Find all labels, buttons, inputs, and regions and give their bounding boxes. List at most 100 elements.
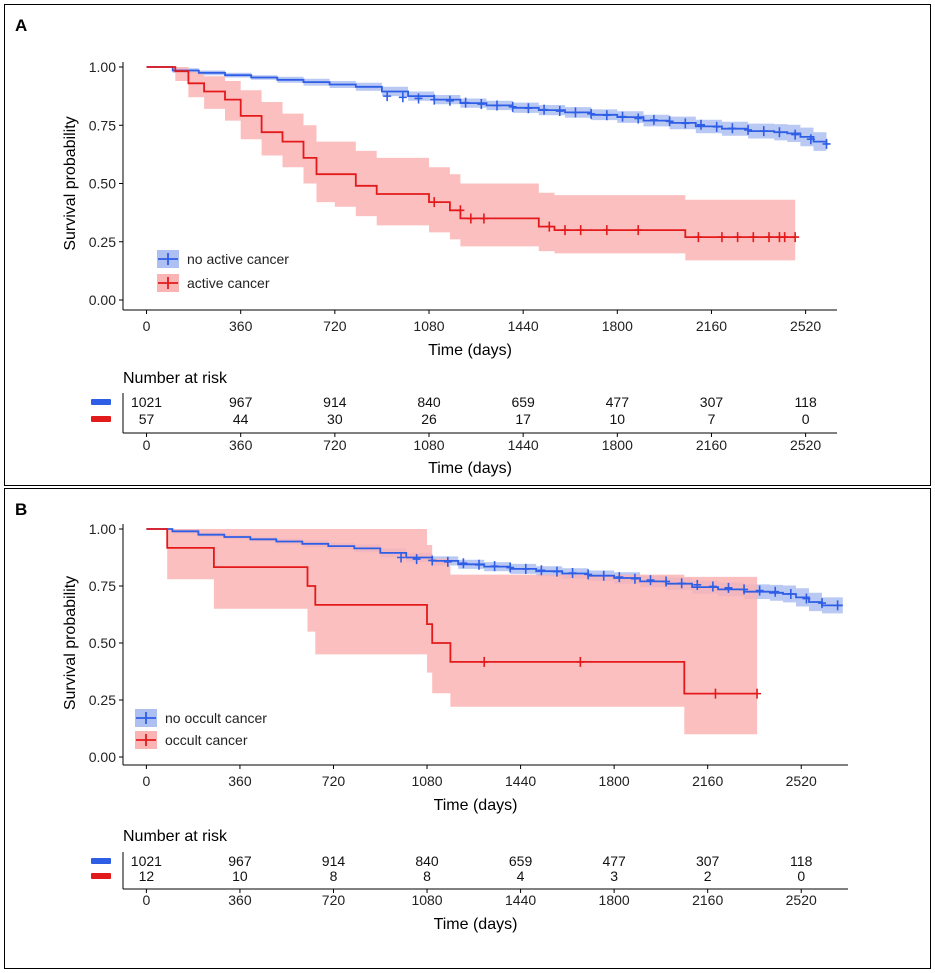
- risk-table-title: Number at risk: [123, 370, 228, 387]
- panel-label: A: [15, 16, 27, 35]
- risk-x-tick-label: 1440: [505, 892, 536, 908]
- censor-mark: [587, 108, 596, 119]
- y-tick-label: 0.75: [89, 117, 116, 133]
- x-tick-label: 2520: [790, 318, 821, 334]
- censor-mark: [414, 93, 423, 104]
- censor-mark: [524, 103, 533, 114]
- censor-mark: [428, 555, 437, 566]
- risk-row-color-key: [91, 873, 111, 879]
- censor-mark: [833, 600, 842, 611]
- y-axis-title: Survival probability: [62, 116, 79, 250]
- confidence-band: [146, 67, 796, 261]
- risk-count: 0: [797, 868, 805, 884]
- confidence-band: [146, 67, 827, 154]
- censor-mark: [755, 585, 764, 596]
- x-tick-label: 720: [322, 773, 346, 789]
- legend-symbol: [136, 734, 156, 746]
- censor-mark: [630, 573, 639, 584]
- censor-mark: [665, 116, 674, 127]
- risk-count: 57: [139, 411, 155, 427]
- censor-mark: [753, 688, 762, 699]
- risk-count: 44: [233, 411, 249, 427]
- legend-symbol: [158, 253, 178, 265]
- censor-mark: [561, 225, 569, 236]
- x-tick-label: 0: [142, 773, 150, 789]
- censor-mark: [508, 101, 517, 112]
- censor-mark: [775, 127, 784, 138]
- risk-count: 1021: [131, 394, 162, 410]
- censor-mark: [493, 100, 501, 111]
- censor-mark: [822, 138, 831, 149]
- censor-mark: [398, 92, 407, 103]
- survival-curve: [146, 528, 758, 695]
- risk-count: 12: [139, 868, 155, 884]
- censor-mark: [744, 124, 753, 135]
- risk-x-tick-label: 2520: [790, 437, 821, 453]
- y-tick-label: 1.00: [89, 521, 116, 537]
- risk-count: 4: [517, 868, 525, 884]
- risk-x-tick-label: 720: [323, 437, 347, 453]
- censor-mark: [599, 570, 608, 581]
- censor-mark: [576, 225, 585, 236]
- risk-x-tick-label: 1800: [602, 437, 633, 453]
- risk-count: 1021: [131, 853, 162, 869]
- risk-row-color-key: [91, 416, 111, 422]
- risk-count: 477: [606, 394, 630, 410]
- risk-count: 914: [322, 853, 346, 869]
- censor-mark: [694, 232, 703, 243]
- risk-count: 17: [515, 411, 531, 427]
- risk-x-tick-label: 0: [142, 892, 150, 908]
- y-tick-label: 0.50: [89, 635, 116, 651]
- y-axis-title: Survival probability: [62, 576, 79, 710]
- risk-x-tick-label: 720: [322, 892, 346, 908]
- legend-symbol: [158, 277, 178, 289]
- censor-mark: [490, 561, 499, 572]
- censor-mark: [677, 578, 686, 589]
- risk-count: 840: [415, 853, 439, 869]
- censor-mark: [461, 97, 470, 108]
- risk-x-tick-label: 360: [228, 892, 252, 908]
- censor-mark: [576, 656, 585, 667]
- survival-curve: [146, 66, 796, 238]
- censor-mark: [445, 95, 454, 106]
- censor-mark: [806, 134, 815, 145]
- censor-mark: [771, 586, 780, 597]
- censor-mark: [724, 582, 733, 593]
- risk-count: 477: [602, 853, 626, 869]
- risk-x-axis-title: Time (days): [434, 916, 518, 933]
- risk-count: 307: [696, 853, 720, 869]
- x-tick-label: 2160: [696, 318, 727, 334]
- legend-label: no active cancer: [187, 251, 289, 267]
- y-tick-label: 0.25: [89, 234, 116, 250]
- legend-symbol: [136, 712, 156, 724]
- x-axis-title: Time (days): [434, 797, 518, 814]
- km-chart-b: B 0.00 0.25 0.50 0.75 1.00 Survival probabilit…: [15, 500, 848, 933]
- x-tick-label: 2520: [786, 773, 817, 789]
- censor-mark: [540, 104, 549, 115]
- risk-row-color-key: [91, 399, 111, 405]
- risk-count: 8: [423, 868, 431, 884]
- risk-x-tick-label: 360: [229, 437, 253, 453]
- risk-x-tick-label: 1080: [413, 437, 444, 453]
- risk-count: 10: [610, 411, 626, 427]
- risk-x-tick-label: 2520: [786, 892, 817, 908]
- y-tick-label: 0.00: [89, 292, 116, 308]
- risk-count: 307: [700, 394, 724, 410]
- censor-mark: [430, 94, 439, 105]
- censor-mark: [615, 572, 624, 583]
- censor-mark: [521, 563, 530, 574]
- x-tick-label: 360: [229, 318, 253, 334]
- risk-count: 8: [330, 868, 338, 884]
- risk-row-color-key: [91, 858, 111, 864]
- risk-x-tick-label: 1800: [599, 892, 630, 908]
- risk-count: 914: [323, 394, 347, 410]
- censor-mark: [786, 588, 795, 599]
- censor-mark: [728, 123, 737, 134]
- censor-mark: [459, 558, 468, 569]
- risk-x-tick-label: 1440: [508, 437, 539, 453]
- legend-label: occult cancer: [165, 732, 248, 748]
- x-tick-label: 1800: [599, 773, 630, 789]
- censor-mark: [618, 111, 627, 122]
- censor-mark: [383, 91, 392, 102]
- censor-mark: [466, 213, 475, 224]
